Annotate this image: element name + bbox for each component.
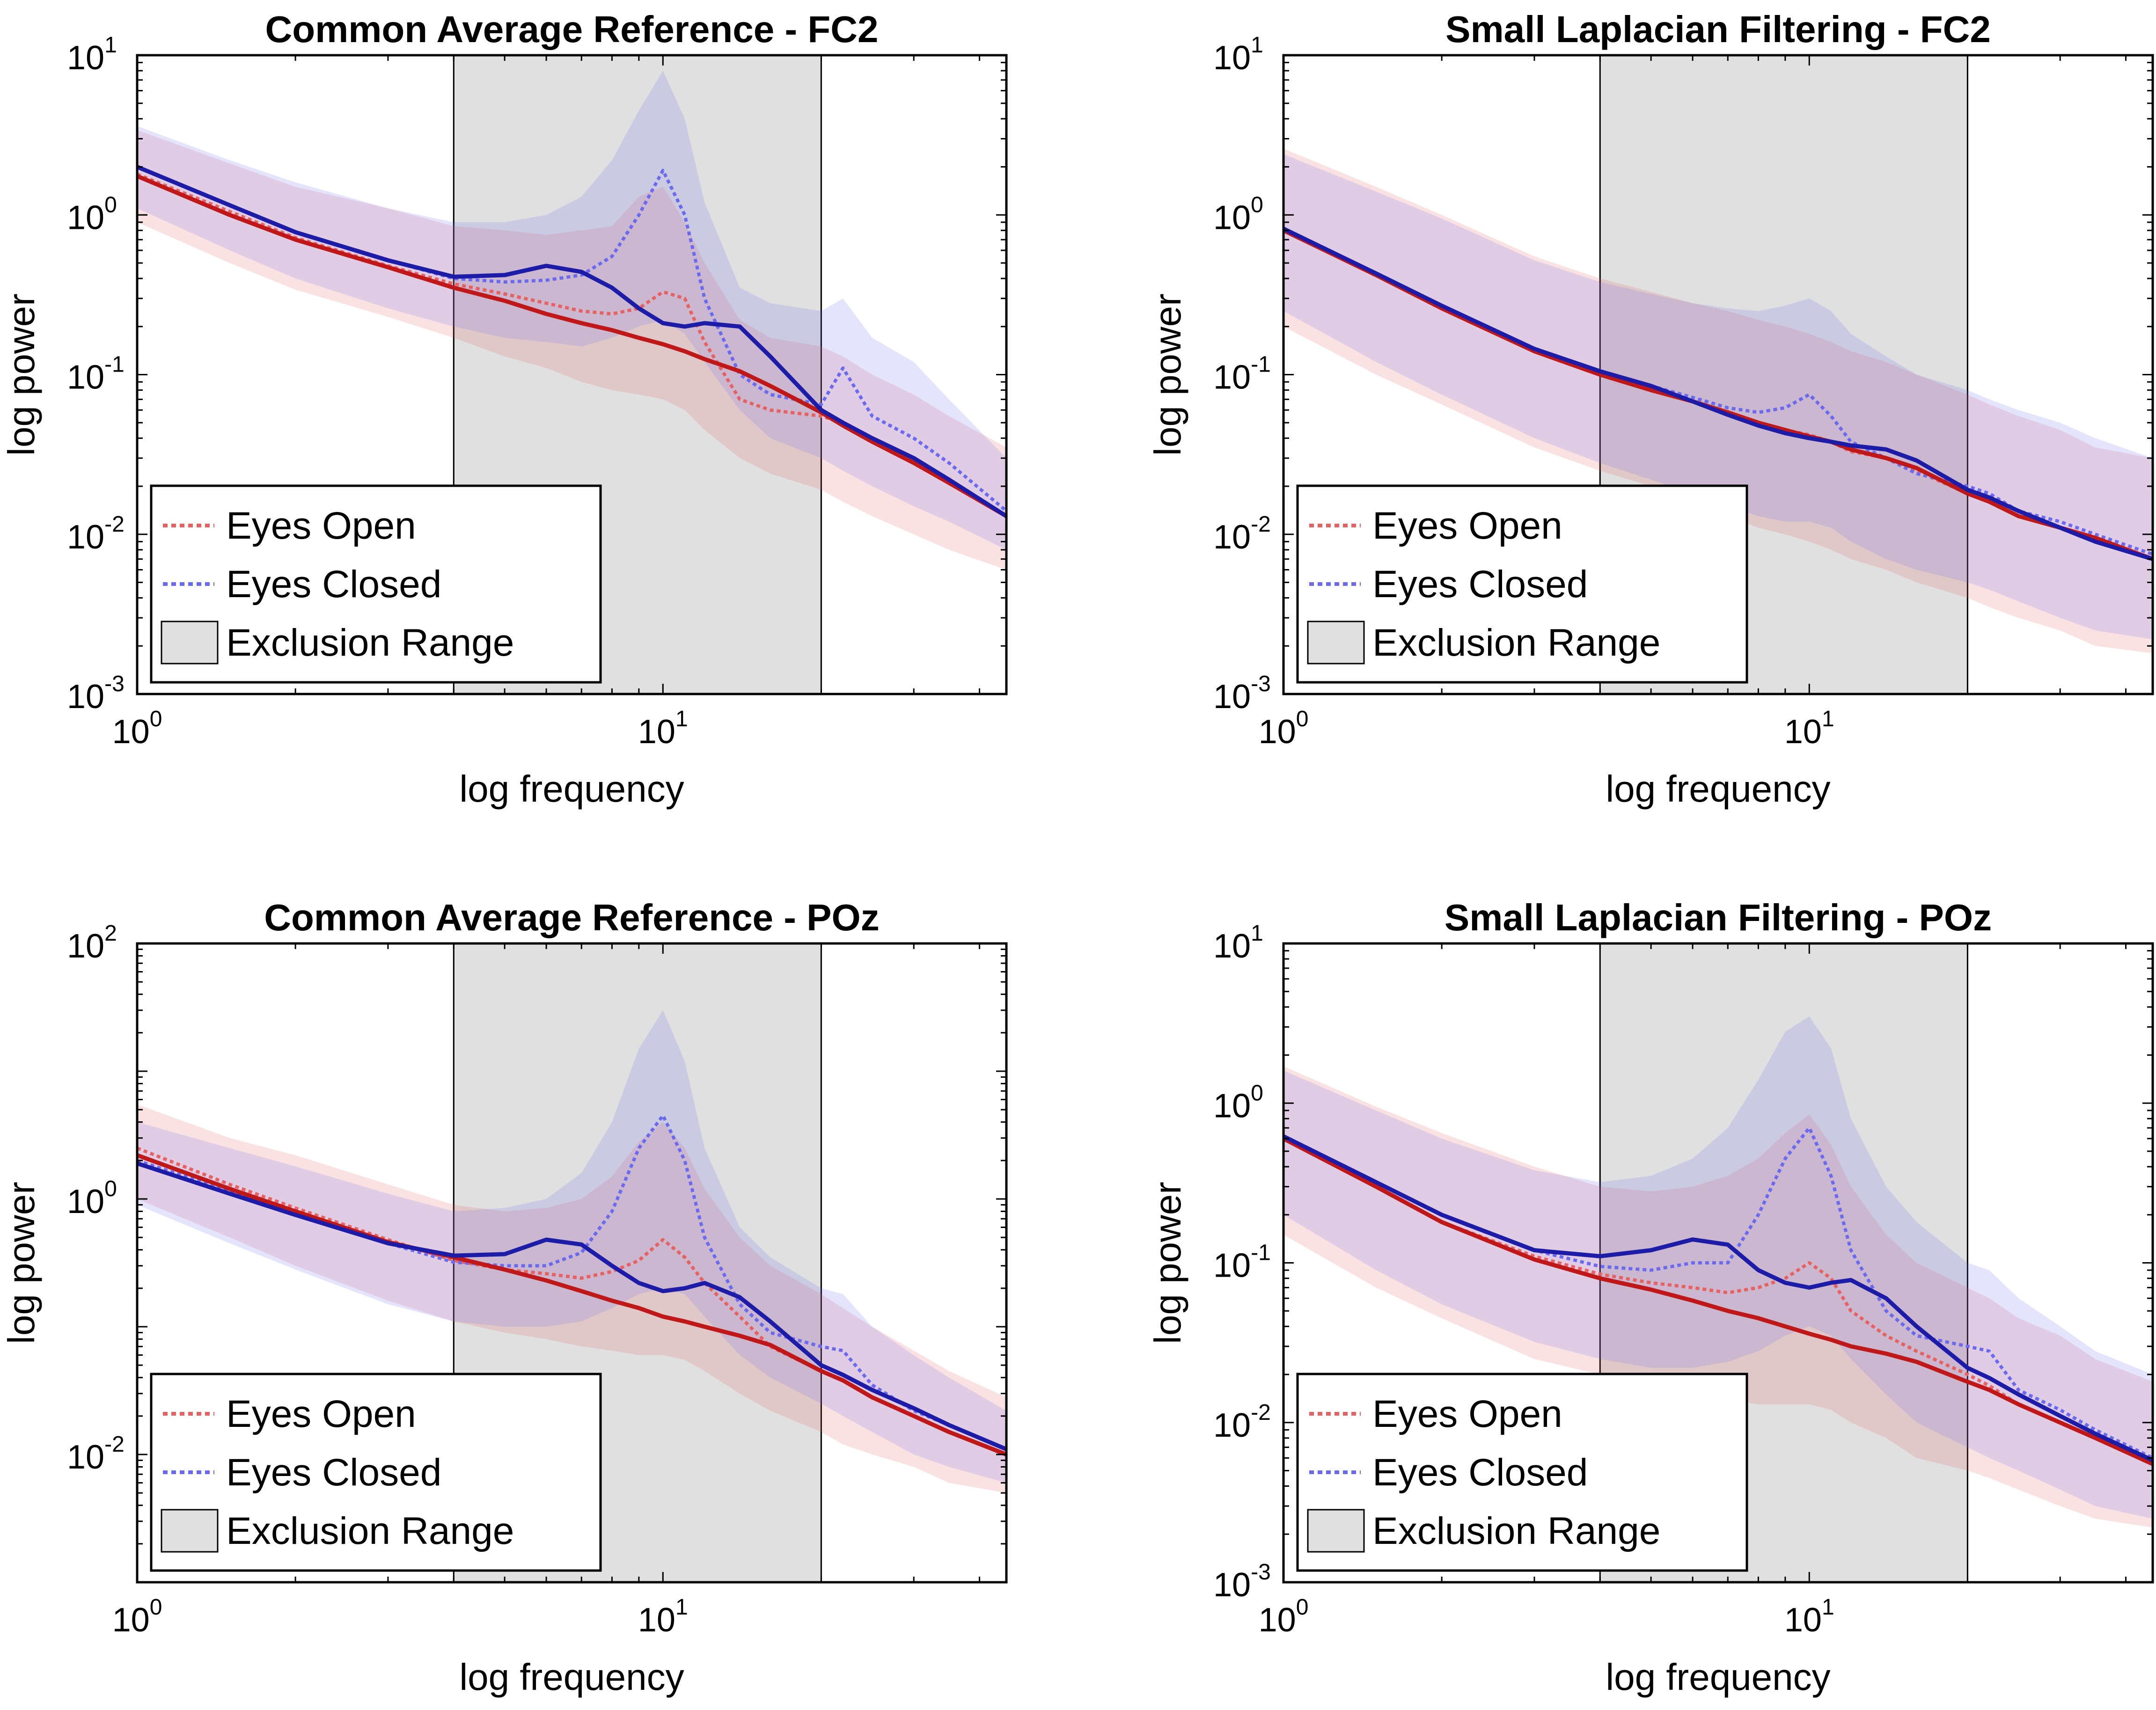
x-axis-label: log frequency	[459, 1656, 684, 1698]
chart-panel-1: 100 101 10-3 10-2 10-1 100 101 Common Average R…	[0, 8, 1008, 810]
y-tick-label: 100	[67, 1177, 117, 1220]
x-axis-label: log frequency	[459, 768, 684, 810]
legend: Eyes Open Eyes Closed Exclusion Range	[1296, 484, 1748, 684]
legend-label: Exclusion Range	[1372, 1510, 1660, 1552]
series-eyes-closed-fit	[1283, 227, 2153, 561]
y-tick-label: 10-2	[67, 512, 125, 556]
y-tick-label: 10-3	[1213, 1560, 1271, 1604]
legend: Eyes Open Eyes Closed Exclusion Range	[1296, 1373, 1748, 1572]
y-tick-label: 100	[67, 192, 117, 236]
y-axis-label: log power	[1147, 293, 1188, 456]
legend-box	[1296, 1373, 1748, 1572]
legend-swatch-exclusion	[1307, 621, 1365, 665]
chart-title: Common Average Reference - FC2	[265, 8, 879, 50]
band-eyes-open	[137, 130, 1006, 570]
series-eyes-closed-fit	[137, 165, 1006, 518]
legend-label: Exclusion Range	[226, 621, 514, 664]
y-tick-label: 101	[1213, 33, 1263, 77]
legend-label: Eyes Open	[226, 1393, 416, 1435]
x-axis: 100 101	[1259, 55, 2127, 751]
y-axis: 10-3 10-2 10-1 100 101	[67, 33, 1006, 716]
x-tick-label: 101	[1784, 1595, 1834, 1639]
series-eyes-open-dotted	[137, 172, 1006, 518]
legend-box	[1296, 484, 1748, 684]
data-layer	[137, 1010, 1006, 1493]
y-axis: 10-3 10-2 10-1 100 101	[1213, 921, 2153, 1604]
series-eyes-closed-dotted	[1283, 1126, 2153, 1460]
legend-swatch-exclusion	[161, 621, 219, 665]
band-eyes-closed	[137, 1010, 1006, 1483]
y-axis-label: log power	[0, 1182, 42, 1344]
series-eyes-open-fit	[1283, 1137, 2153, 1466]
band-eyes-closed	[1283, 154, 2153, 640]
y-tick-label: 10-1	[1213, 352, 1271, 396]
legend-label: Exclusion Range	[226, 1510, 514, 1552]
y-tick-label: 10-1	[67, 352, 125, 396]
legend-label: Eyes Open	[226, 504, 416, 547]
chart-title: Small Laplacian Filtering - POz	[1445, 897, 1992, 938]
legend-label: Eyes Closed	[226, 1451, 441, 1494]
y-tick-label: 10-1	[1213, 1241, 1271, 1285]
chart-title: Small Laplacian Filtering - FC2	[1445, 8, 1991, 50]
x-axis: 100 101	[112, 55, 981, 751]
y-axis: 10-2 100 102	[67, 921, 1006, 1583]
legend-label: Eyes Closed	[1372, 1451, 1588, 1494]
chart-title: Common Average Reference - POz	[264, 897, 879, 938]
x-axis-label: log frequency	[1606, 1656, 1830, 1698]
y-tick-label: 102	[67, 921, 117, 965]
series-eyes-closed-fit	[1283, 1134, 2153, 1462]
y-axis: 10-3 10-2 10-1 100 101	[1213, 33, 2153, 716]
y-tick-label: 100	[1213, 1081, 1263, 1125]
x-tick-label: 100	[1259, 1595, 1309, 1639]
chart-panel-3: 100 101 10-2 100 102 Common Average Reference…	[0, 897, 1008, 1698]
data-layer	[1283, 148, 2153, 653]
legend-swatch-exclusion	[1307, 1509, 1365, 1553]
chart-panel-2: 100 101 10-3 10-2 10-1 100 101 Small Laplacian …	[1147, 8, 2154, 810]
y-axis-label: log power	[0, 293, 42, 456]
y-tick-label: 100	[1213, 192, 1263, 236]
y-tick-label: 10-2	[1213, 512, 1271, 556]
x-tick-label: 101	[638, 707, 688, 751]
y-tick-label: 10-3	[67, 672, 125, 716]
x-axis: 100 101	[112, 943, 981, 1639]
legend-label: Eyes Open	[1372, 504, 1562, 547]
legend: Eyes Open Eyes Closed Exclusion Range	[150, 1373, 602, 1572]
legend-label: Exclusion Range	[1372, 621, 1660, 664]
band-eyes-open	[1283, 1066, 2153, 1528]
x-tick-label: 100	[112, 707, 162, 751]
y-tick-label: 10-2	[67, 1432, 125, 1476]
chart-panel-4: 100 101 10-3 10-2 10-1 100 101 Small Laplacian …	[1147, 897, 2154, 1698]
legend-box	[150, 1373, 602, 1572]
legend: Eyes Open Eyes Closed Exclusion Range	[150, 484, 602, 684]
legend-label: Eyes Closed	[226, 563, 441, 606]
band-eyes-open	[1283, 148, 2153, 653]
legend-label: Eyes Closed	[1372, 563, 1588, 606]
data-layer	[1283, 1016, 2153, 1528]
x-axis-label: log frequency	[1606, 768, 1830, 810]
y-tick-label: 101	[67, 33, 117, 77]
y-tick-label: 10-3	[1213, 672, 1271, 716]
band-eyes-closed	[1283, 1016, 2153, 1519]
x-tick-label: 101	[1784, 707, 1834, 751]
x-axis: 100 101	[1259, 943, 2127, 1639]
legend-box	[150, 484, 602, 684]
axes-frame	[136, 942, 1008, 1584]
y-tick-label: 10-2	[1213, 1400, 1271, 1444]
x-tick-label: 100	[112, 1595, 162, 1639]
legend-swatch-exclusion	[161, 1509, 219, 1553]
y-axis-label: log power	[1147, 1182, 1188, 1344]
y-tick-label: 101	[1213, 921, 1263, 965]
series-eyes-open-fit	[137, 174, 1006, 518]
x-tick-label: 100	[1259, 707, 1309, 751]
x-tick-label: 101	[638, 1595, 688, 1639]
series-eyes-closed-fit	[137, 1161, 1006, 1451]
data-layer	[137, 71, 1006, 570]
band-eyes-open	[137, 1104, 1006, 1493]
legend-label: Eyes Open	[1372, 1393, 1562, 1435]
